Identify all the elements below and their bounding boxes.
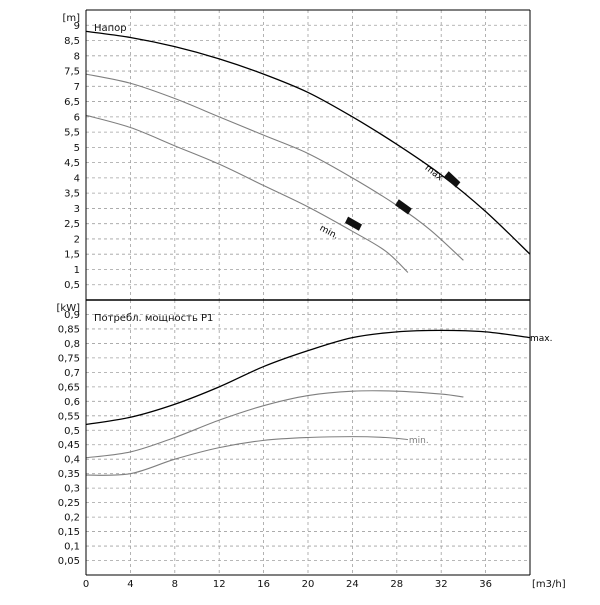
y-tick-label: 0,7: [64, 368, 80, 379]
x-tick-label: 36: [479, 579, 492, 590]
y-tick-label: 0,45: [58, 440, 80, 451]
x-tick-label: 28: [390, 579, 403, 590]
y-tick-label: 0,05: [58, 556, 80, 567]
operating-point-marker: [395, 199, 412, 215]
x-axis-unit: [m3/h]: [532, 579, 566, 590]
series-line: [85, 329, 531, 426]
panel-title: Напор: [94, 23, 127, 34]
series-end-label: max.: [530, 334, 552, 344]
y-tick-label: 3,5: [64, 189, 80, 200]
y-tick-label: 1: [74, 265, 80, 276]
y-tick-label: 6,5: [64, 97, 80, 108]
x-tick-label: 0: [83, 579, 89, 590]
y-tick-label: 8,5: [64, 36, 80, 47]
y-tick-label: 5,5: [64, 128, 80, 139]
y-tick-label: 8: [74, 51, 80, 62]
y-tick-label: 4: [74, 173, 80, 184]
y-tick-label: 0,85: [58, 324, 80, 335]
operating-point-marker: [345, 216, 362, 231]
series-line: [85, 390, 464, 459]
y-tick-label: 0,6: [64, 397, 80, 408]
y-axis-unit: [kW]: [57, 303, 81, 314]
series-line: [85, 436, 408, 476]
y-tick-label: 6: [74, 112, 80, 123]
y-tick-label: 0,4: [64, 455, 80, 466]
series-end-label: min.: [409, 436, 429, 446]
y-tick-label: 1,5: [64, 250, 80, 261]
x-tick-label: 20: [302, 579, 315, 590]
y-tick-label: 0,9: [64, 310, 80, 321]
y-tick-label: 9: [74, 21, 80, 32]
y-tick-label: 0,8: [64, 339, 80, 350]
series-line: [85, 114, 409, 273]
y-tick-label: 0,55: [58, 411, 80, 422]
y-tick-label: 0,15: [58, 527, 80, 538]
y-tick-label: 2,5: [64, 219, 80, 230]
y-axis-unit: [m]: [62, 13, 80, 24]
y-tick-label: 0,1: [64, 542, 80, 553]
y-tick-label: 3: [74, 204, 80, 215]
y-tick-label: 0,2: [64, 513, 80, 524]
panel-title: Потребл. мощность P1: [94, 313, 213, 324]
y-tick-label: 2: [74, 234, 80, 245]
operating-point-marker: [444, 171, 461, 188]
y-tick-label: 7: [74, 82, 80, 93]
y-tick-label: 0,75: [58, 353, 80, 364]
y-tick-label: 0,35: [58, 469, 80, 480]
y-tick-label: 5: [74, 143, 80, 154]
x-tick-label: 4: [127, 579, 133, 590]
y-tick-label: 7,5: [64, 67, 80, 78]
y-tick-label: 0,5: [64, 426, 80, 437]
x-tick-label: 24: [346, 579, 359, 590]
x-tick-label: 16: [257, 579, 270, 590]
x-tick-label: 12: [213, 579, 226, 590]
y-tick-label: 0,65: [58, 382, 80, 393]
y-tick-label: 0,3: [64, 484, 80, 495]
series-line: [85, 73, 464, 261]
y-tick-label: 4,5: [64, 158, 80, 169]
y-tick-label: 0,25: [58, 498, 80, 509]
x-tick-label: 32: [435, 579, 448, 590]
x-tick-label: 8: [172, 579, 178, 590]
y-tick-label: 0,5: [64, 280, 80, 291]
